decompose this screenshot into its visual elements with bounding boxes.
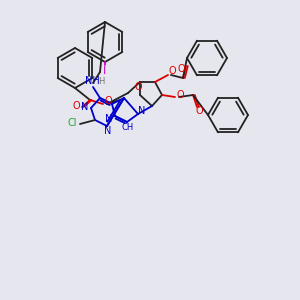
Text: N: N: [81, 102, 89, 112]
Text: O: O: [195, 106, 203, 116]
Text: I: I: [103, 66, 106, 76]
Text: H: H: [98, 76, 104, 85]
Text: N: N: [105, 114, 113, 124]
Text: N: N: [138, 106, 146, 116]
Text: CH: CH: [122, 122, 134, 131]
Text: Cl: Cl: [67, 118, 77, 128]
Text: NH: NH: [85, 76, 99, 86]
Text: O: O: [134, 82, 142, 92]
Text: O: O: [168, 66, 176, 76]
Text: O: O: [176, 90, 184, 100]
Text: O: O: [104, 96, 112, 106]
Text: O: O: [72, 101, 80, 111]
Text: N: N: [104, 126, 112, 136]
Text: O: O: [177, 64, 185, 74]
